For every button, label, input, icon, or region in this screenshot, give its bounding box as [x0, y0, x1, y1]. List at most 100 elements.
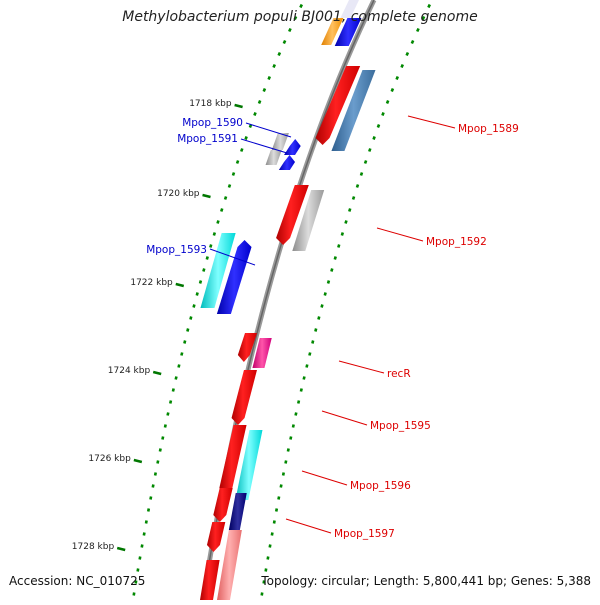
gene-mpop-1597-navy[interactable]	[229, 493, 247, 530]
outer-track-dot	[335, 257, 336, 260]
outer-track-dot	[357, 185, 358, 188]
outer-track-dot	[276, 509, 277, 512]
inner-track-dot	[210, 245, 211, 248]
callout-line-mpop-1592	[377, 228, 423, 241]
gene-mpop-1591-grey[interactable]	[266, 150, 282, 165]
outer-track-dot	[309, 353, 310, 356]
outer-track-dot	[328, 281, 329, 284]
outer-track-dot	[298, 401, 299, 404]
inner-track-dot	[168, 413, 169, 416]
inner-track-dot	[284, 41, 285, 44]
gene-mpop-1595-red[interactable]	[232, 370, 257, 425]
axis-tick-mark	[203, 195, 211, 197]
outer-track-dot	[268, 557, 269, 560]
outer-track-dot	[353, 197, 354, 200]
inner-track-dot	[184, 341, 185, 344]
gene-callouts: Mpop_1590 Mpop_1591 Mpop_1593 Mpop_1589 …	[146, 116, 519, 540]
inner-track-dot	[200, 281, 201, 284]
outer-track-dot	[378, 125, 379, 128]
inner-track-dot	[158, 461, 159, 464]
outer-track-dot	[286, 461, 287, 464]
inner-track-dot	[173, 389, 174, 392]
inner-track-dot	[148, 509, 149, 512]
accession-label: Accession: NC_010725	[9, 574, 145, 588]
outer-track-dot	[325, 293, 326, 296]
outer-track-dot	[278, 497, 279, 500]
gene-red-low[interactable]	[207, 522, 225, 552]
gene-label-mpop-1593[interactable]: Mpop_1593	[146, 244, 207, 256]
outer-track-dot	[266, 569, 267, 572]
outer-track-dot	[402, 65, 403, 68]
outer-track-dot	[338, 245, 339, 248]
inner-track-dot	[274, 65, 275, 68]
gene-label-recR[interactable]: recR	[387, 368, 411, 380]
inner-track-dot	[142, 545, 143, 548]
gene-label-mpop-1595[interactable]: Mpop_1595	[370, 420, 431, 432]
inner-track-dot	[214, 233, 215, 236]
outer-track-dot	[365, 161, 366, 164]
feature-track-dots	[134, 5, 430, 596]
outer-track-dot	[387, 101, 388, 104]
inner-track-dot	[269, 77, 270, 80]
outer-track-dot	[428, 5, 429, 8]
inner-track-dot	[150, 497, 151, 500]
inner-track-dot	[221, 209, 222, 212]
inner-track-dot	[140, 557, 141, 560]
gene-label-mpop-1591[interactable]: Mpop_1591	[177, 133, 238, 145]
gene-label-mpop-1590[interactable]: Mpop_1590	[182, 117, 243, 129]
inner-track-dot	[155, 473, 156, 476]
inner-track-dot	[181, 353, 182, 356]
outer-track-dot	[296, 413, 297, 416]
axis-tick-label: 1726 kbp	[88, 454, 131, 464]
outer-track-dot	[288, 449, 289, 452]
inner-track-dot	[144, 533, 145, 536]
inner-track-dot	[138, 569, 139, 572]
axis-tick-mark	[235, 105, 243, 107]
inner-track-dot	[233, 173, 234, 176]
gene-red-bottom[interactable]	[200, 560, 220, 600]
inner-track-dot	[162, 437, 163, 440]
gene-mpop-1597-red[interactable]	[213, 488, 232, 522]
inner-track-dot	[241, 149, 242, 152]
outer-track-dot	[315, 329, 316, 332]
map-title: Methylobacterium populi BJ001, complete …	[0, 9, 600, 25]
axis-tick-mark	[117, 548, 125, 550]
gene-features	[200, 0, 375, 600]
outer-track-dot	[369, 149, 370, 152]
gene-label-mpop-1592[interactable]: Mpop_1592	[426, 236, 487, 248]
gene-mpop-1591-blue[interactable]	[279, 155, 295, 170]
axis-tick-mark	[153, 372, 161, 374]
outer-track-dot	[304, 377, 305, 380]
outer-track-dot	[312, 341, 313, 344]
inner-track-dot	[190, 317, 191, 320]
outer-track-dot	[270, 545, 271, 548]
gene-label-mpop-1589[interactable]: Mpop_1589	[458, 123, 519, 135]
inner-track-dot	[179, 365, 180, 368]
outer-track-dot	[272, 533, 273, 536]
inner-track-dot	[176, 377, 177, 380]
inner-track-dot	[225, 197, 226, 200]
callout-line-mpop-1597	[286, 519, 331, 533]
inner-track-dot	[153, 485, 154, 488]
outer-track-dot	[412, 41, 413, 44]
inner-track-dot	[279, 53, 280, 56]
inner-track-dot	[207, 257, 208, 260]
callout-line-mpop-1589	[408, 116, 455, 128]
outer-track-dot	[407, 53, 408, 56]
inner-track-dot	[203, 269, 204, 272]
outer-track-dot	[417, 29, 418, 32]
gene-label-mpop-1597[interactable]: Mpop_1597	[334, 528, 395, 540]
inner-track-dot	[146, 521, 147, 524]
outer-track-dot	[346, 221, 347, 224]
callout-line-mpop-1595	[322, 411, 367, 425]
outer-track-dot	[290, 437, 291, 440]
callout-line-recR	[339, 361, 384, 373]
inner-track-dot	[187, 329, 188, 332]
outer-track-dot	[307, 365, 308, 368]
gene-label-mpop-1596[interactable]: Mpop_1596	[350, 480, 411, 492]
outer-track-dot	[318, 317, 319, 320]
outer-track-dot	[274, 521, 275, 524]
inner-track-dot	[165, 425, 166, 428]
